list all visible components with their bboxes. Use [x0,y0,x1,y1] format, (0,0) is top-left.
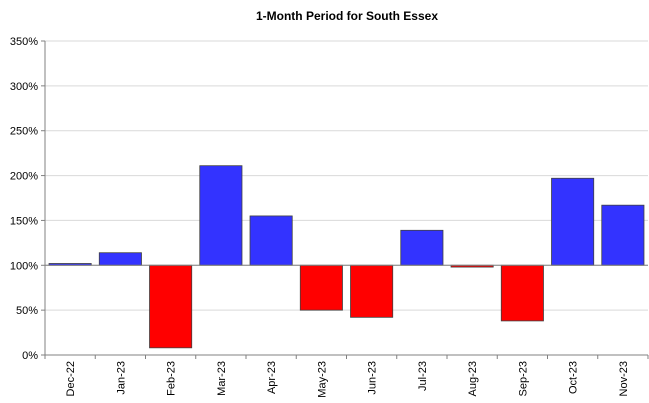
y-tick-label: 50% [16,305,38,317]
x-tick-label: May-23 [316,361,328,398]
bar-jul-23 [400,229,444,266]
bar-may-23 [299,264,343,311]
x-tick-label: Apr-23 [266,361,278,394]
x-tick-label: Mar-23 [216,361,228,396]
x-tick-label: Jun-23 [367,361,379,395]
x-tick-label: Jul-23 [417,361,429,391]
x-tick-label: Oct-23 [568,361,580,394]
bar-apr-23 [249,215,293,266]
y-tick-label: 350% [10,36,38,48]
y-tick-label: 100% [10,260,38,272]
x-tick-label: Aug-23 [467,361,479,396]
bar-mar-23 [199,165,243,266]
y-tick-label: 300% [10,81,38,93]
bar-jun-23 [350,264,394,318]
y-axis-ticks: 0% 50% 100% 150% 200% 250% 300% 350% [10,36,45,362]
y-tick-label: 250% [10,126,38,138]
y-tick-label: 150% [10,215,38,227]
y-tick-label: 0% [22,350,38,362]
x-tick-label: Dec-22 [65,361,77,396]
x-tick-label: Jan-23 [115,361,127,395]
x-axis-ticks: Dec-22 Jan-23 Feb-23 Mar-23 Apr-23 May-23 Jun-… [44,354,649,398]
x-tick-label: Sep-23 [517,361,529,396]
bar-nov-23 [601,204,645,266]
x-tick-label: Feb-23 [166,361,178,396]
bar-sep-23 [500,264,544,322]
bar-jan-23 [98,252,142,266]
x-tick-label: Nov-23 [618,361,630,396]
chart-title: 1-Month Period for South Essex [256,9,438,23]
bars [48,165,645,349]
bar-oct-23 [551,177,595,266]
bar-feb-23 [149,264,193,349]
y-tick-label: 200% [10,171,38,183]
